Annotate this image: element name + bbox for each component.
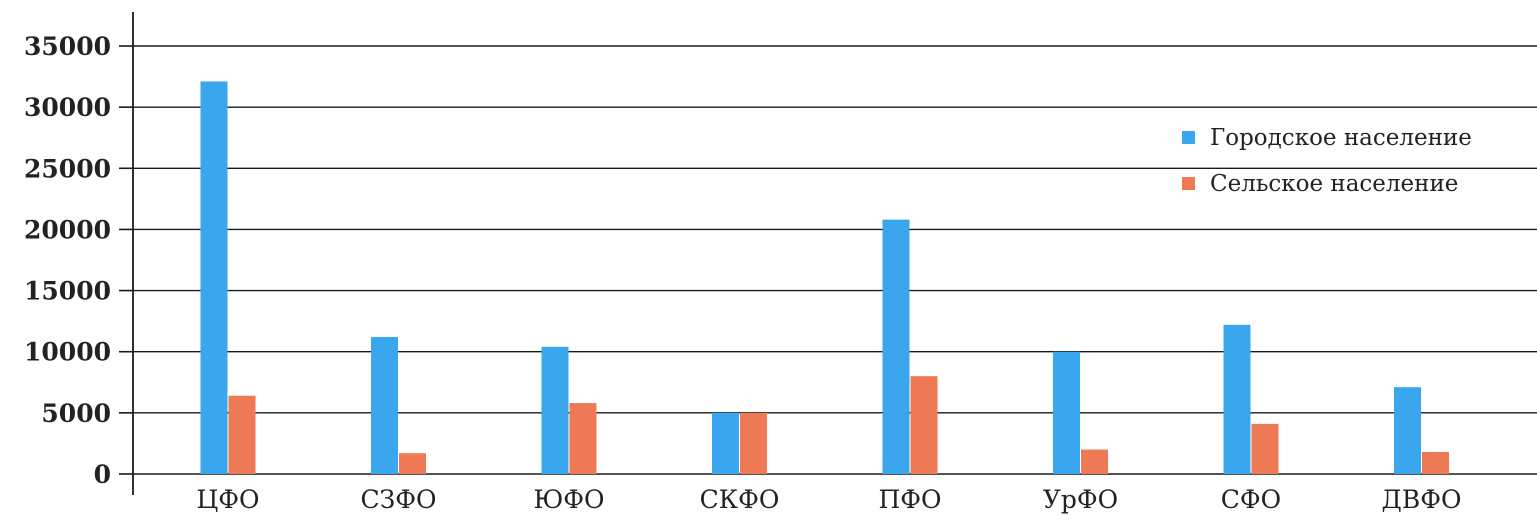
bar-urban-5 (1053, 351, 1080, 474)
x-tick-label: ДВФО (1382, 485, 1462, 514)
bar-urban-3 (712, 412, 739, 474)
y-tick-label: 0 (94, 460, 111, 489)
x-tick-label: ЦФО (196, 485, 259, 514)
legend-swatch (1182, 131, 1195, 144)
gridlines (133, 45, 1537, 475)
bar-rural-6 (1251, 423, 1279, 474)
y-tick-labels: 0 5000 10000 15000 20000 25000 30000 35000 (24, 32, 111, 489)
bar-urban-6 (1223, 324, 1251, 474)
x-tick-label: СФО (1221, 485, 1281, 514)
bars (200, 81, 1449, 474)
bar-rural-3 (740, 412, 767, 474)
bar-urban-1 (371, 337, 398, 474)
bar-rural-0 (228, 395, 256, 474)
x-tick-label: ЮФО (533, 485, 604, 514)
x-tick-labels: ЦФО СЗФО ЮФО СКФО ПФО УрФО СФО ДВФО (196, 485, 1461, 514)
y-tick-label: 35000 (24, 32, 111, 61)
y-tick-label: 5000 (41, 399, 111, 428)
legend: Городское население Сельское население (1182, 125, 1472, 197)
y-tick-label: 10000 (24, 338, 111, 367)
bar-rural-1 (399, 453, 426, 474)
bar-rural-4 (910, 376, 938, 474)
y-axis (119, 12, 134, 495)
legend-label: Городское население (1210, 125, 1472, 151)
x-tick-label: СЗФО (361, 485, 437, 514)
y-tick-label: 30000 (24, 93, 111, 122)
bar-urban-4 (882, 219, 910, 474)
y-tick-label: 15000 (24, 277, 111, 306)
x-tick-label: УрФО (1043, 485, 1118, 514)
y-tick-label: 25000 (24, 154, 111, 183)
bar-urban-2 (541, 346, 569, 474)
bar-rural-2 (569, 403, 597, 474)
bar-rural-7 (1422, 451, 1449, 474)
bar-urban-0 (200, 81, 228, 474)
x-tick-label: СКФО (700, 485, 780, 514)
y-tick-label: 20000 (24, 215, 111, 244)
x-tick-label: ПФО (878, 485, 941, 514)
bar-urban-7 (1394, 387, 1421, 474)
legend-label: Сельское население (1210, 171, 1458, 197)
bar-rural-5 (1081, 449, 1108, 474)
legend-swatch (1182, 177, 1195, 190)
